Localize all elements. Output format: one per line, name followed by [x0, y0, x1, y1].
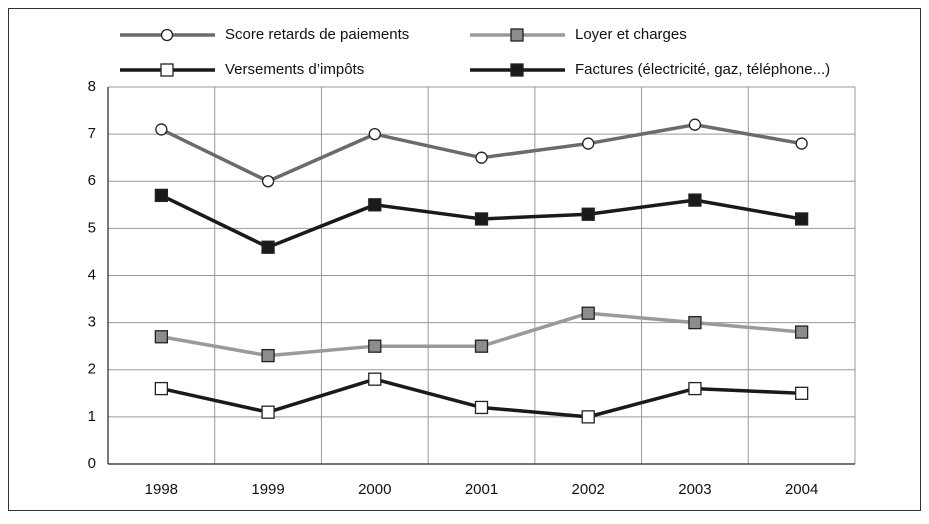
- data-point: [155, 123, 168, 136]
- legend-label: Loyer et charges: [575, 26, 687, 43]
- y-tick-label: 2: [88, 361, 96, 378]
- y-tick-label: 4: [88, 266, 96, 283]
- data-point: [475, 151, 488, 164]
- y-tick-label: 6: [88, 172, 96, 189]
- legend-marker: [160, 63, 174, 77]
- data-point: [474, 339, 489, 353]
- data-point: [368, 198, 382, 212]
- x-tick-label: 1999: [251, 481, 284, 498]
- data-point: [368, 127, 381, 141]
- data-point: [368, 372, 382, 386]
- legend-label: Versements d’impôts: [225, 61, 364, 78]
- y-tick-label: 1: [88, 408, 96, 425]
- data-point: [261, 240, 275, 254]
- legend-label: Factures (électricité, gaz, téléphone...…: [575, 61, 830, 78]
- data-point: [581, 306, 595, 320]
- legend-label: Score retards de paiements: [225, 26, 409, 43]
- data-point: [368, 339, 382, 353]
- data-point: [261, 405, 275, 419]
- data-point: [261, 175, 275, 188]
- data-point: [794, 212, 809, 226]
- data-point: [582, 137, 595, 150]
- y-tick-label: 5: [88, 219, 96, 236]
- data-point: [154, 188, 169, 203]
- frame: [8, 8, 921, 511]
- y-tick-label: 0: [88, 455, 96, 472]
- x-tick-label: 2002: [572, 481, 605, 498]
- data-point: [688, 381, 702, 396]
- data-point: [794, 386, 809, 400]
- x-tick-label: 2000: [358, 481, 391, 498]
- x-tick-label: 2004: [785, 481, 818, 498]
- data-point: [688, 193, 702, 207]
- legend-marker: [510, 28, 524, 42]
- data-point: [581, 207, 595, 221]
- data-point: [581, 410, 595, 424]
- data-point: [794, 325, 809, 339]
- x-tick-label: 2003: [678, 481, 711, 498]
- y-tick-label: 3: [88, 314, 96, 331]
- data-point: [688, 315, 702, 330]
- y-tick-label: 8: [88, 78, 96, 95]
- data-point: [154, 381, 169, 396]
- x-tick-label: 1998: [145, 481, 178, 498]
- data-point: [474, 400, 489, 415]
- data-point: [795, 137, 808, 150]
- data-point: [688, 118, 702, 131]
- legend-marker: [160, 28, 174, 42]
- data-point: [474, 212, 489, 226]
- data-point: [261, 348, 275, 363]
- x-tick-label: 2001: [465, 481, 498, 498]
- y-tick-label: 7: [88, 125, 96, 142]
- legend-marker: [510, 63, 524, 77]
- data-point: [154, 330, 169, 344]
